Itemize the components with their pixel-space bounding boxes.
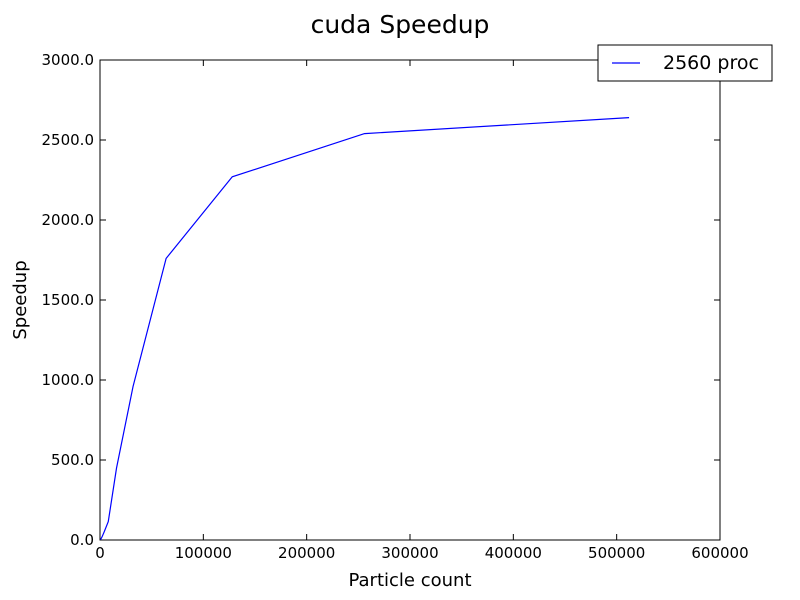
series-line-1 [99, 117, 630, 540]
y-tick-label: 2500.0 [42, 131, 95, 149]
plot-frame [99, 59, 721, 541]
x-tick-label: 500000 [588, 544, 645, 562]
y-tick-label: 3000.0 [42, 51, 95, 69]
legend: 2560 proc [597, 44, 773, 82]
x-tick-label: 200000 [278, 544, 335, 562]
y-tick-label: 2000.0 [42, 211, 95, 229]
y-tick-label: 1500.0 [42, 291, 95, 309]
y-tick-label: 500.0 [51, 451, 94, 469]
legend-label: 2560 proc [663, 52, 759, 74]
y-tick-label: 1000.0 [42, 371, 95, 389]
y-tick-label: 0.0 [70, 531, 94, 549]
y-axis-ticks: 0.0 500.0 1000.0 1500.0 2000.0 2500.0 3000.0 [42, 51, 720, 549]
x-tick-label: 100000 [175, 544, 232, 562]
chart-title: cuda Speedup [311, 10, 490, 39]
x-axis-ticks: 0 100000 200000 300000 400000 500000 600000 [95, 60, 749, 562]
x-tick-label: 0 [95, 544, 105, 562]
x-tick-label: 600000 [691, 544, 748, 562]
y-axis-label: Speedup [10, 260, 31, 339]
series-lines [99, 117, 630, 540]
x-tick-label: 300000 [381, 544, 438, 562]
x-tick-label: 400000 [485, 544, 542, 562]
x-axis-label: Particle count [348, 570, 471, 591]
